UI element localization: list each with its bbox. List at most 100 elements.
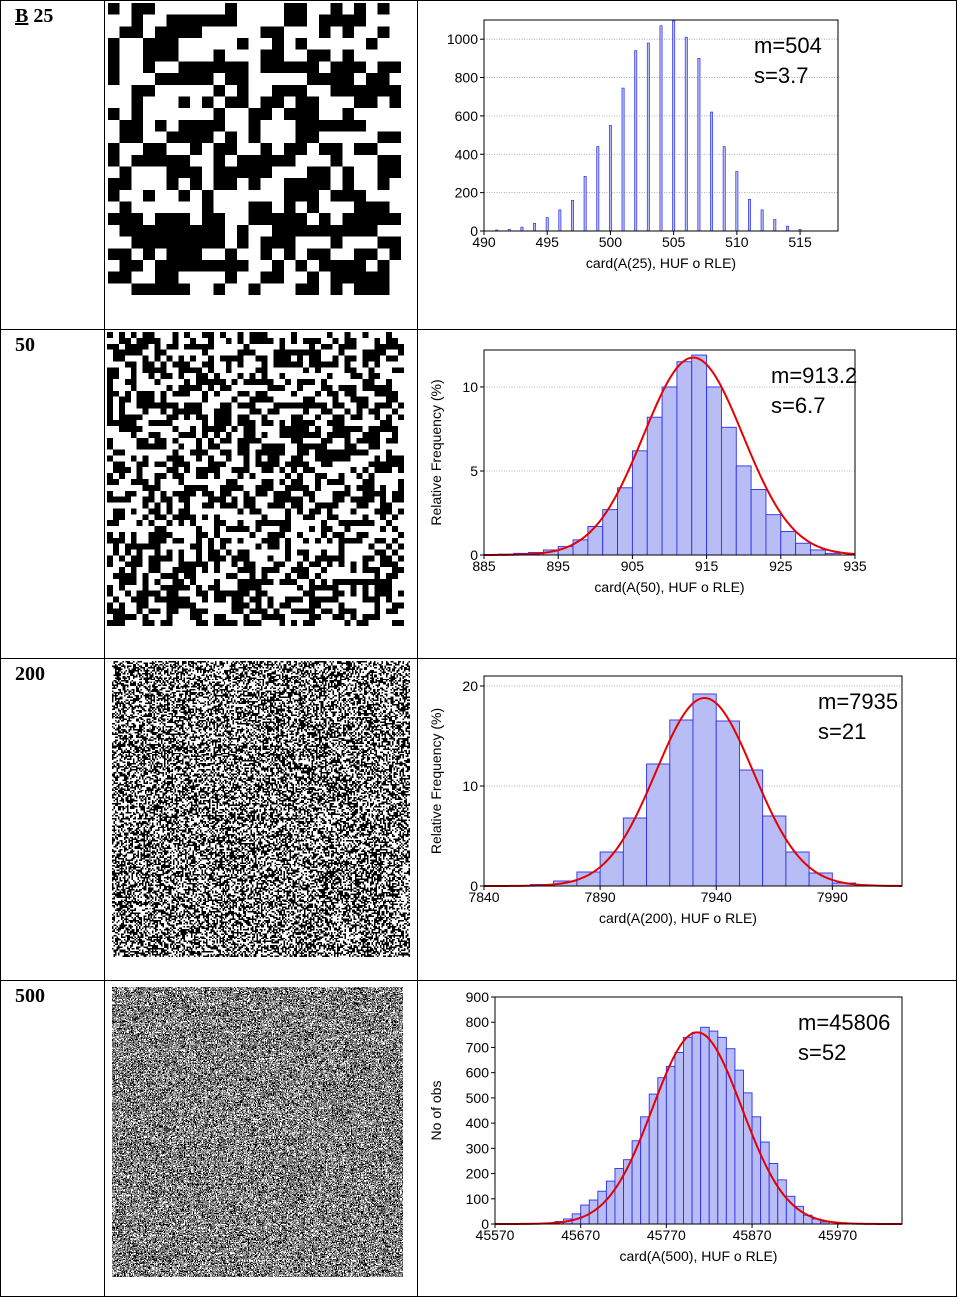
x-tick-label: 45670 <box>561 1227 600 1243</box>
y-tick-label: 5 <box>470 463 478 479</box>
x-tick-label: 500 <box>599 234 623 250</box>
normal-fit-curve <box>495 1031 903 1225</box>
row-label-cell: B 25 <box>0 0 105 330</box>
histogram-chart: 885 895 905 915 925 935 0 5 10 card(A(50), HUF o … <box>428 349 867 595</box>
y-tick-label: 0 <box>470 878 478 894</box>
histogram-bar <box>810 549 826 556</box>
row-label-cell: 500 <box>0 980 105 1297</box>
histogram-bar <box>721 426 737 556</box>
y-tick-label: 600 <box>455 108 479 124</box>
stats-annotation: s=52 <box>798 1040 846 1065</box>
row-label: 200 <box>15 663 45 686</box>
y-axis-label: No of obs <box>428 1081 444 1141</box>
y-tick-label: 700 <box>466 1039 490 1055</box>
y-tick-label: 200 <box>455 185 479 201</box>
histogram-bar <box>647 42 650 232</box>
table-row: B 25 490 495 500 505 510 515 0 200 400 600 800 1000… <box>0 0 957 330</box>
histogram-chart: 7840 7890 7940 7990 0 10 20 card(A(200), HUF o … <box>428 675 903 926</box>
histogram-bar <box>666 1065 676 1225</box>
x-tick-label: 7840 <box>469 889 500 905</box>
stats-annotation: s=21 <box>818 719 866 744</box>
y-tick-label: 400 <box>466 1115 490 1131</box>
histogram-bar <box>545 217 549 232</box>
noise-image-cell <box>103 980 419 1297</box>
histogram-bar <box>715 720 741 887</box>
table-row: 50 885 895 905 915 925 935 0 5 10 card(A(50), HUF… <box>0 329 957 659</box>
y-tick-label: 600 <box>466 1065 490 1081</box>
histogram-bar <box>520 226 524 232</box>
histogram-bar <box>634 50 638 232</box>
x-tick-label: 905 <box>621 558 645 574</box>
x-tick-label: 935 <box>843 558 867 574</box>
histogram-cell: 490 495 500 505 510 515 0 200 400 600 800 1000 card(… <box>417 0 957 330</box>
normal-fit-curve <box>484 356 856 556</box>
row-label-prefix: B <box>15 5 29 27</box>
x-tick-label: 515 <box>789 234 813 250</box>
histogram-bar <box>623 1159 633 1225</box>
histogram-bar <box>785 851 810 887</box>
row-label-number: 25 <box>33 5 54 27</box>
y-tick-label: 0 <box>470 223 478 239</box>
table-row: 200 7840 7890 7940 7990 0 10 20 card(A(200), HU… <box>0 658 957 981</box>
binary-noise-image <box>111 987 403 1277</box>
x-tick-label: 45770 <box>647 1227 686 1243</box>
x-tick-label: 45970 <box>818 1227 857 1243</box>
y-tick-label: 10 <box>463 379 479 395</box>
histogram-bar <box>786 225 790 232</box>
histogram-bar <box>748 199 752 232</box>
plot-frame <box>483 19 839 232</box>
stats-annotation: m=7935 <box>818 689 898 714</box>
stats-annotation: s=3.7 <box>754 63 808 88</box>
histogram-bar <box>676 361 693 556</box>
x-tick-label: 510 <box>725 234 749 250</box>
row-label: 50 <box>15 334 35 357</box>
histogram-bar <box>606 1180 616 1225</box>
row-label-number: 200 <box>15 663 45 685</box>
histogram-bar <box>743 1092 753 1225</box>
histogram-chart: 490 495 500 505 510 515 0 200 400 600 800 1000 card(… <box>447 19 839 271</box>
y-tick-label: 400 <box>455 146 479 162</box>
row-label: 500 <box>15 985 45 1008</box>
y-tick-label: 10 <box>463 778 479 794</box>
stats-annotation: m=45806 <box>798 1010 890 1035</box>
histogram-bar <box>751 1116 762 1225</box>
histogram-bar <box>571 199 575 232</box>
histogram-bar <box>691 1031 702 1225</box>
x-tick-label: 925 <box>769 558 793 574</box>
x-axis-label: card(A(50), HUF o RLE) <box>595 579 745 595</box>
histogram-bar <box>777 1179 787 1225</box>
x-tick-label: 45570 <box>476 1227 515 1243</box>
histogram-bar <box>583 175 587 232</box>
y-axis-label: Relative Frequency (%) <box>428 379 444 525</box>
y-tick-label: 500 <box>466 1090 490 1106</box>
y-tick-label: 800 <box>455 70 479 86</box>
x-tick-label: 7890 <box>585 889 616 905</box>
binary-noise-image <box>111 661 410 957</box>
histogram-bar <box>617 487 633 556</box>
histogram-bar <box>684 36 688 232</box>
histogram-bar <box>722 146 726 232</box>
histogram-bar <box>646 416 663 556</box>
y-tick-label: 800 <box>466 1014 490 1030</box>
x-axis-label: card(A(500), HUF o RLE) <box>620 1248 778 1264</box>
plot-frame <box>494 996 903 1225</box>
row-label-cell: 200 <box>0 658 105 981</box>
histogram-bar <box>632 450 648 556</box>
histogram-bar <box>646 763 671 887</box>
histogram-chart: 45570 45670 45770 45870 45970 0 100 200 300 400 50… <box>428 989 903 1264</box>
histogram-bar <box>795 542 812 556</box>
y-axis-label: Relative Frequency (%) <box>428 708 444 854</box>
row-label: B 25 <box>15 5 53 28</box>
y-tick-label: 300 <box>466 1140 490 1156</box>
histogram-bar <box>735 171 739 232</box>
x-axis-label: card(A(200), HUF o RLE) <box>599 910 757 926</box>
x-tick-label: 495 <box>536 234 560 250</box>
histogram-bar <box>669 719 694 887</box>
histogram-bar <box>596 146 600 232</box>
histogram-bar <box>621 87 625 232</box>
x-axis-label: card(A(25), HUF o RLE) <box>586 255 736 271</box>
x-tick-label: 490 <box>472 234 496 250</box>
binary-noise-image <box>106 332 404 626</box>
stats-annotation: m=504 <box>754 33 822 58</box>
